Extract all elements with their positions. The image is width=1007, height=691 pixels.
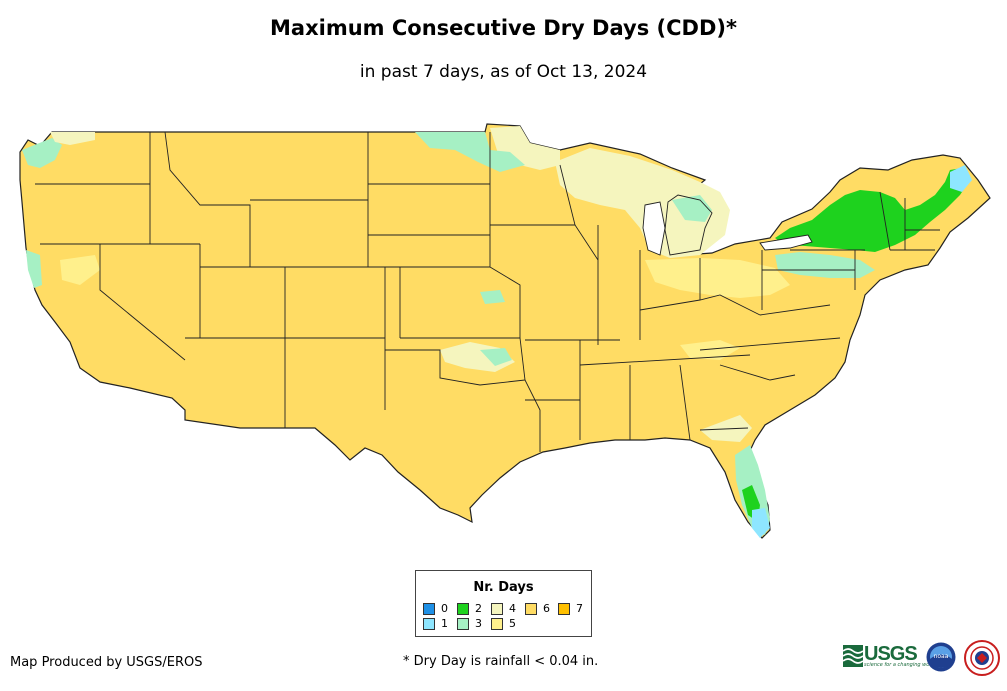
- region-2days-northeast: [775, 168, 970, 252]
- map-credit: Map Produced by USGS/EROS: [10, 655, 203, 670]
- nws-logo: [964, 640, 1000, 676]
- usgs-logo-tagline: science for a changing world: [864, 662, 936, 668]
- dry-day-footnote: * Dry Day is rainfall < 0.04 in.: [403, 654, 599, 669]
- legend-swatch-0: [423, 603, 435, 615]
- region-4days-greatlakes: [555, 148, 730, 258]
- cdd-map: [19, 123, 991, 539]
- legend-swatch-7: [558, 603, 570, 615]
- region-1day-florida: [752, 508, 770, 538]
- state-borders: [35, 131, 940, 452]
- legend-swatch-6: [525, 603, 537, 615]
- region-3days-kansas: [480, 290, 505, 304]
- legend-label-5: 5: [509, 617, 516, 630]
- noaa-logo: noaa: [926, 642, 956, 672]
- region-5days-ohio: [645, 258, 790, 298]
- legend-label-1: 1: [441, 617, 448, 630]
- usgs-logo: USGS science for a changing world: [843, 643, 936, 669]
- region-5days-tennessee: [680, 340, 740, 360]
- region-3days-pacificnw: [22, 138, 62, 168]
- legend-swatch-1: [423, 618, 435, 630]
- legend-swatch-4: [491, 603, 503, 615]
- great-lakes: [642, 201, 813, 256]
- usgs-logo-text: USGS: [864, 643, 918, 665]
- region-3days-california-coast: [26, 250, 42, 288]
- legend-swatch-3: [457, 618, 469, 630]
- region-3days-northdakota: [415, 132, 525, 172]
- map-title: Maximum Consecutive Dry Days (CDD)*: [270, 16, 737, 40]
- map-subtitle: in past 7 days, as of Oct 13, 2024: [359, 62, 648, 82]
- region-1day-maine: [950, 165, 972, 192]
- legend: Nr. Days 0 1 2 3 4 5 6 7: [415, 570, 592, 637]
- legend-title: Nr. Days: [473, 580, 534, 595]
- legend-label-4: 4: [509, 602, 516, 615]
- legend-label-3: 3: [475, 617, 482, 630]
- usgs-wave-icon: [843, 645, 863, 667]
- region-5days-sierra: [60, 255, 100, 285]
- legend-label-6: 6: [543, 602, 550, 615]
- region-3days-northeast: [775, 252, 875, 278]
- noaa-logo-text: noaa: [934, 653, 949, 660]
- region-4days-pacificnw: [50, 132, 95, 145]
- legend-swatch-2: [457, 603, 469, 615]
- region-3days-oklahoma: [480, 348, 512, 366]
- legend-label-2: 2: [475, 602, 482, 615]
- legend-label-7: 7: [576, 602, 583, 615]
- us-outline: [19, 123, 991, 539]
- legend-swatch-5: [491, 618, 503, 630]
- legend-label-0: 0: [441, 602, 448, 615]
